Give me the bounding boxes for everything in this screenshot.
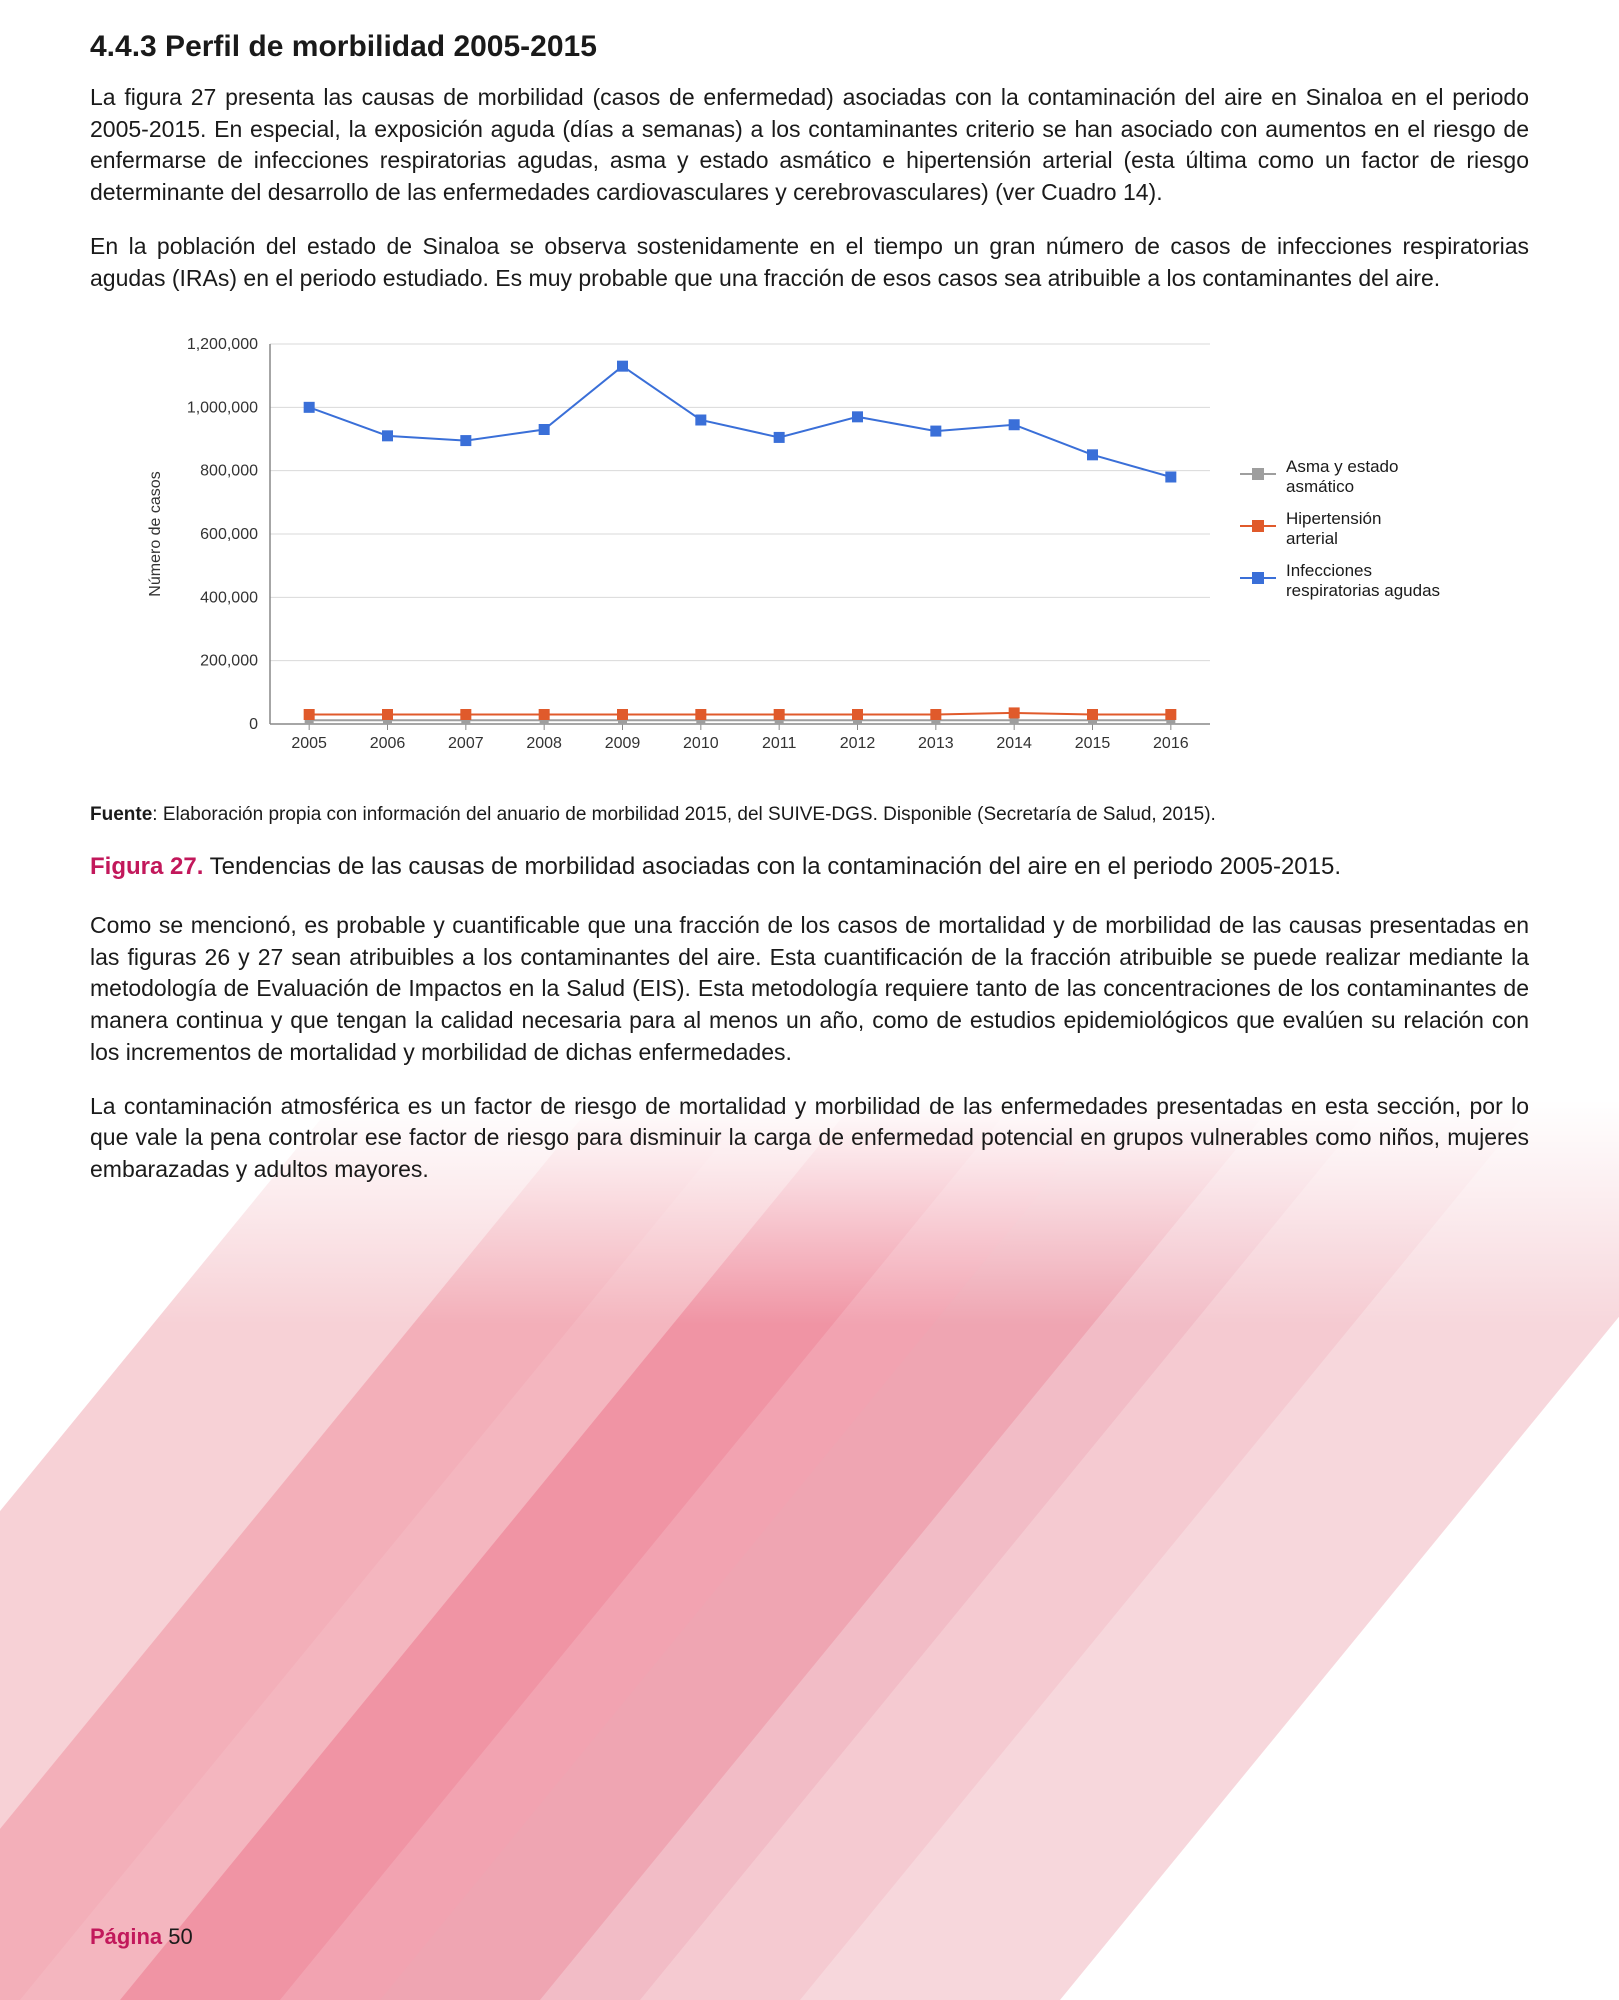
chart-svg: 0 200,000 400,000 600,000 800,000 1,000,000 1,… — [90, 324, 1530, 784]
svg-text:800,000: 800,000 — [200, 463, 258, 480]
paragraph-4: La contaminación atmosférica es un facto… — [90, 1091, 1529, 1186]
page-footer: Página 50 — [90, 1924, 193, 1950]
figure-label: Figura 27. — [90, 853, 203, 880]
chart-source: Fuente: Elaboración propia con informaci… — [90, 804, 1529, 826]
svg-text:2012: 2012 — [840, 735, 876, 752]
svg-text:asmático: asmático — [1286, 477, 1354, 496]
page-content: 4.4.3 Perfil de morbilidad 2005-2015 La … — [0, 0, 1619, 1186]
svg-text:arterial: arterial — [1286, 529, 1338, 548]
svg-text:2016: 2016 — [1153, 735, 1189, 752]
svg-text:Hipertensión: Hipertensión — [1286, 509, 1381, 528]
page-label: Página — [90, 1924, 162, 1949]
svg-text:2005: 2005 — [291, 735, 327, 752]
svg-text:2014: 2014 — [996, 735, 1032, 752]
svg-text:respiratorias agudas: respiratorias agudas — [1286, 581, 1440, 600]
svg-text:Número de casos: Número de casos — [147, 472, 164, 597]
source-label: Fuente — [90, 804, 152, 825]
svg-text:0: 0 — [249, 716, 258, 733]
svg-text:400,000: 400,000 — [200, 590, 258, 607]
svg-text:200,000: 200,000 — [200, 653, 258, 670]
source-text: : Elaboración propia con información del… — [152, 804, 1216, 825]
svg-text:2008: 2008 — [526, 735, 562, 752]
svg-text:2013: 2013 — [918, 735, 954, 752]
svg-text:1,000,000: 1,000,000 — [187, 400, 258, 417]
paragraph-3: Como se mencionó, es probable y cuantifi… — [90, 910, 1529, 1069]
figure-caption: Figura 27. Tendencias de las causas de m… — [90, 850, 1529, 884]
svg-text:2009: 2009 — [605, 735, 641, 752]
svg-text:Asma y estado: Asma y estado — [1286, 457, 1398, 476]
svg-text:2006: 2006 — [370, 735, 406, 752]
svg-text:1,200,000: 1,200,000 — [187, 336, 258, 353]
svg-text:2010: 2010 — [683, 735, 719, 752]
svg-text:600,000: 600,000 — [200, 526, 258, 543]
paragraph-1: La figura 27 presenta las causas de morb… — [90, 82, 1529, 209]
svg-text:2007: 2007 — [448, 735, 484, 752]
page-number: 50 — [162, 1924, 193, 1949]
svg-text:2011: 2011 — [762, 735, 797, 752]
paragraph-2: En la población del estado de Sinaloa se… — [90, 231, 1529, 294]
morbidity-chart: 0 200,000 400,000 600,000 800,000 1,000,000 1,… — [90, 324, 1529, 784]
background-decoration — [0, 1100, 1619, 2000]
figure-caption-text: Tendencias de las causas de morbilidad a… — [203, 853, 1341, 880]
section-heading: 4.4.3 Perfil de morbilidad 2005-2015 — [90, 30, 1529, 64]
svg-text:Infecciones: Infecciones — [1286, 561, 1372, 580]
svg-text:2015: 2015 — [1075, 735, 1111, 752]
